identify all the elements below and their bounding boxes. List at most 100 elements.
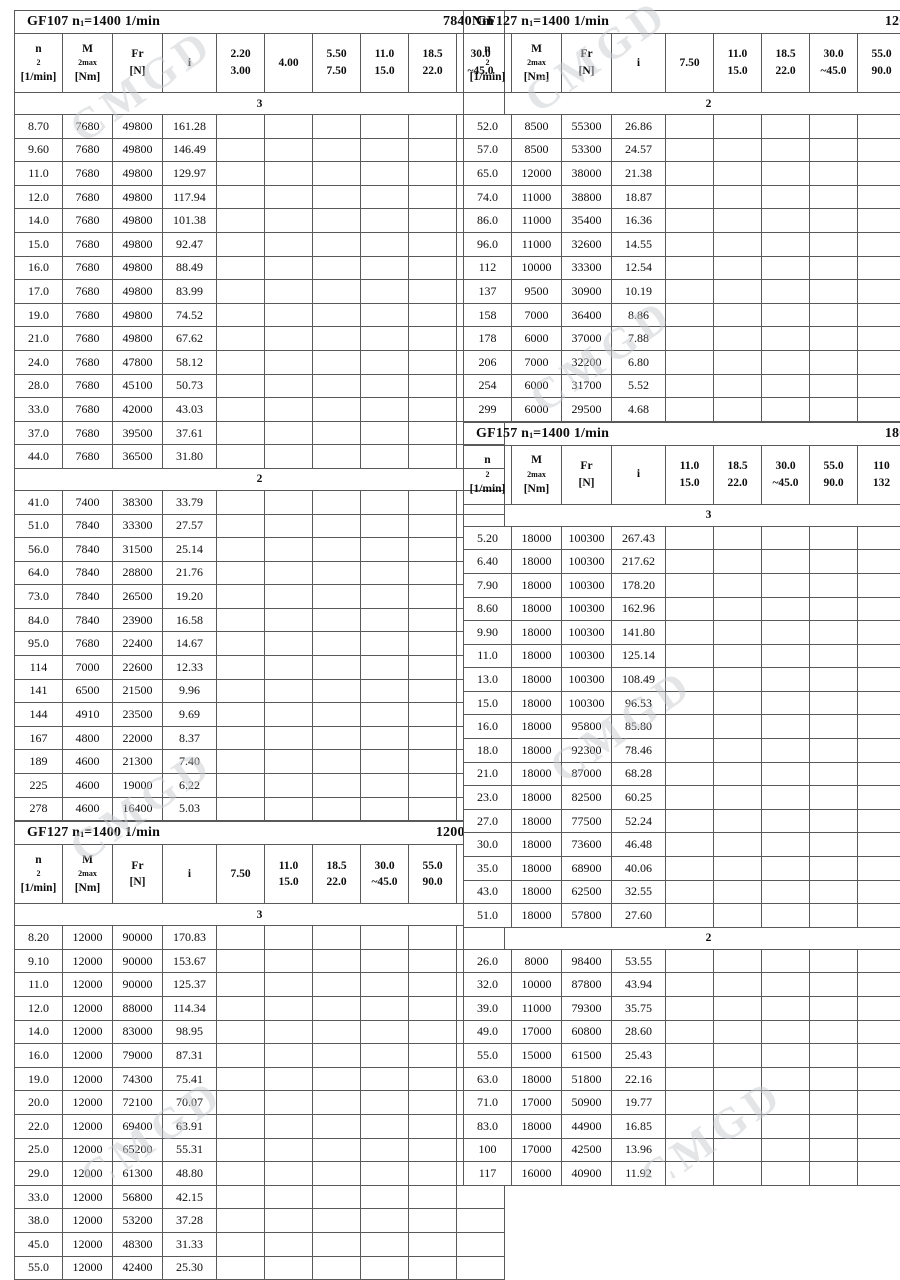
cell-ratio-1 xyxy=(265,280,313,304)
header-fr: Fr[N] xyxy=(113,34,163,93)
cell-ratio-4 xyxy=(858,857,900,881)
cell-ratio-3 xyxy=(810,833,858,857)
cell-ratio-3 xyxy=(810,1138,858,1162)
cell-ratio-2 xyxy=(313,538,361,562)
cell-ratio-0 xyxy=(666,949,714,973)
cell-ratio-1 xyxy=(714,1114,762,1138)
cell-ratio-0 xyxy=(666,857,714,881)
cell-fr: 79300 xyxy=(562,997,612,1021)
cell-ratio-1 xyxy=(265,538,313,562)
cell-ratio-0 xyxy=(666,1114,714,1138)
cell-ratio-2 xyxy=(313,445,361,469)
cell-ratio-4 xyxy=(409,327,457,351)
spec-table-gf157: GF157 n1=1400 1/min18000Nmn2[1/min]M2max… xyxy=(463,422,900,1186)
cell-ratio-1 xyxy=(714,880,762,904)
cell-n2: 25.0 xyxy=(15,1138,63,1162)
cell-i: 25.30 xyxy=(163,1256,217,1280)
cell-m2max: 7000 xyxy=(512,303,562,327)
cell-fr: 65200 xyxy=(113,1138,163,1162)
table-model-label: GF107 n1=1400 1/min xyxy=(27,14,160,30)
header-fr: Fr[N] xyxy=(113,845,163,904)
cell-ratio-1 xyxy=(714,1162,762,1186)
cell-ratio-1 xyxy=(265,1209,313,1233)
cell-fr: 22600 xyxy=(113,656,163,680)
cell-fr: 74300 xyxy=(113,1067,163,1091)
cell-ratio-0 xyxy=(666,1067,714,1091)
cell-i: 35.75 xyxy=(612,997,666,1021)
cell-fr: 50900 xyxy=(562,1091,612,1115)
cell-i: 24.57 xyxy=(612,138,666,162)
cell-m2max: 10000 xyxy=(512,973,562,997)
cell-ratio-4 xyxy=(409,926,457,950)
cell-n2: 55.0 xyxy=(15,1256,63,1280)
cell-ratio-3 xyxy=(810,1044,858,1068)
cell-i: 16.58 xyxy=(163,608,217,632)
cell-ratio-3 xyxy=(361,585,409,609)
cell-ratio-0 xyxy=(217,1162,265,1186)
cell-ratio-0 xyxy=(666,621,714,645)
cell-ratio-1 xyxy=(265,703,313,727)
cell-ratio-1 xyxy=(265,973,313,997)
cell-ratio-4 xyxy=(858,1044,900,1068)
cell-m2max: 12000 xyxy=(63,1091,113,1115)
cell-ratio-0 xyxy=(217,561,265,585)
cell-n2: 30.0 xyxy=(464,833,512,857)
cell-ratio-0 xyxy=(217,1185,265,1209)
cell-fr: 53300 xyxy=(562,138,612,162)
cell-n2: 29.0 xyxy=(15,1162,63,1186)
cell-i: 125.14 xyxy=(612,644,666,668)
cell-n2: 44.0 xyxy=(15,445,63,469)
cell-ratio-4 xyxy=(409,138,457,162)
cell-ratio-0 xyxy=(217,162,265,186)
cell-ratio-0 xyxy=(217,632,265,656)
cell-n2: 74.0 xyxy=(464,185,512,209)
cell-fr: 35400 xyxy=(562,209,612,233)
cell-ratio-4 xyxy=(858,350,900,374)
cell-ratio-0 xyxy=(217,949,265,973)
cell-i: 6.22 xyxy=(163,774,217,798)
cell-i: 63.91 xyxy=(163,1114,217,1138)
cell-ratio-2 xyxy=(313,585,361,609)
cell-ratio-2 xyxy=(762,597,810,621)
cell-n2: 7.90 xyxy=(464,573,512,597)
stage-band-row: 2 xyxy=(464,927,900,949)
cell-ratio-3 xyxy=(810,162,858,186)
cell-m2max: 12000 xyxy=(63,1138,113,1162)
cell-ratio-4 xyxy=(858,138,900,162)
stage-label: 3 xyxy=(464,504,900,526)
header-i: i xyxy=(612,445,666,504)
cell-ratio-3 xyxy=(810,115,858,139)
cell-fr: 49800 xyxy=(113,280,163,304)
cell-ratio-2 xyxy=(762,209,810,233)
table-model-label: GF127 n1=1400 1/min xyxy=(476,14,609,30)
cell-ratio-2 xyxy=(762,833,810,857)
cell-ratio-2 xyxy=(762,621,810,645)
cell-i: 53.55 xyxy=(612,949,666,973)
cell-ratio-4 xyxy=(858,597,900,621)
cell-ratio-3 xyxy=(810,739,858,763)
cell-ratio-4 xyxy=(409,973,457,997)
cell-fr: 90000 xyxy=(113,973,163,997)
cell-ratio-4 xyxy=(409,514,457,538)
cell-n2: 189 xyxy=(15,750,63,774)
stage-label: 3 xyxy=(15,904,505,926)
cell-ratio-4 xyxy=(858,621,900,645)
header-i: i xyxy=(612,34,666,93)
cell-ratio-1 xyxy=(265,1020,313,1044)
cell-ratio-2 xyxy=(762,256,810,280)
cell-n2: 16.0 xyxy=(15,1044,63,1068)
cell-ratio-0 xyxy=(217,327,265,351)
